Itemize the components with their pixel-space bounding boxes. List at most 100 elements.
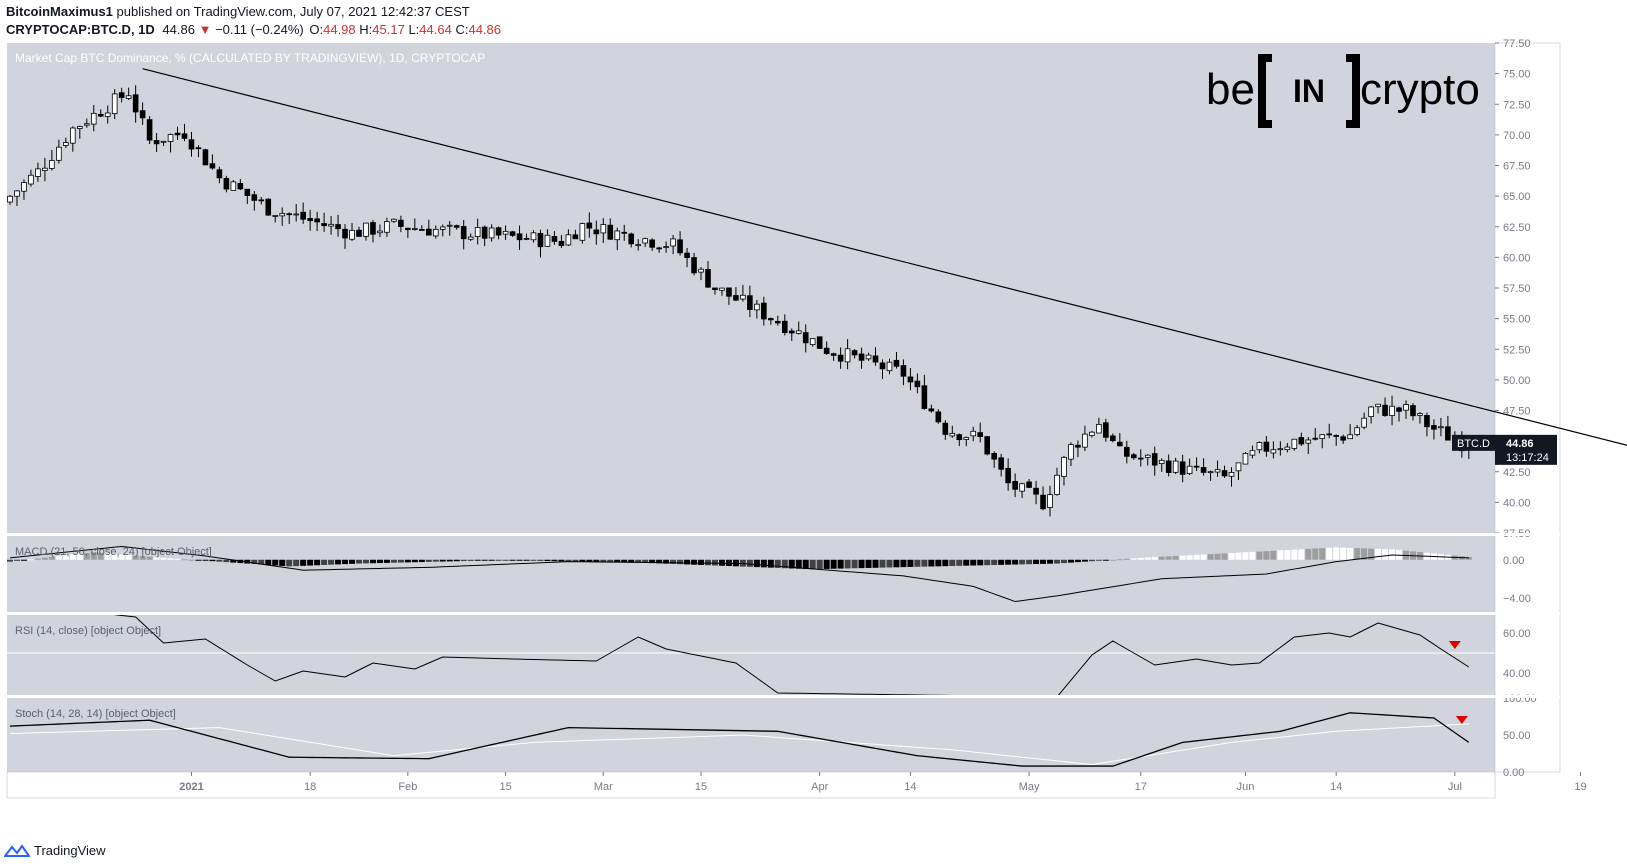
- macd-histogram-bar: [111, 553, 118, 560]
- candle: [1228, 472, 1235, 477]
- y-tick-label: 72.50: [1503, 99, 1531, 111]
- candle: [907, 376, 914, 383]
- macd-histogram-bar: [670, 559, 677, 564]
- candle: [1019, 483, 1025, 492]
- x-tick-label: 14: [1330, 781, 1342, 793]
- candle: [453, 225, 460, 228]
- macd-histogram-bar: [998, 559, 1005, 565]
- macd-histogram-bar: [788, 559, 795, 569]
- price-badge-value: 44.86: [1506, 438, 1534, 450]
- candle: [70, 127, 76, 144]
- candle: [286, 213, 292, 216]
- candle: [1319, 434, 1326, 439]
- footer-brand-text: TradingView: [34, 843, 106, 859]
- candle: [474, 227, 481, 238]
- candle: [188, 139, 195, 150]
- macd-histogram-bar: [209, 559, 216, 562]
- macd-histogram-bar: [404, 559, 411, 563]
- macd-histogram-bar: [691, 559, 698, 565]
- macd-histogram-bar: [160, 557, 167, 560]
- macd-histogram-bar: [774, 559, 781, 568]
- candle: [1445, 426, 1451, 441]
- macd-histogram-bar: [446, 559, 453, 562]
- down-arrow-icon: ▼: [198, 22, 212, 37]
- macd-histogram-bar: [558, 559, 565, 562]
- candle: [328, 223, 334, 227]
- candle: [1417, 413, 1423, 416]
- macd-histogram-bar: [153, 557, 160, 560]
- macd-histogram-bar: [125, 555, 132, 560]
- candle: [1438, 426, 1444, 429]
- candle: [719, 287, 725, 291]
- x-tick-label: Feb: [398, 781, 417, 793]
- macd-histogram-bar: [467, 559, 474, 561]
- candle: [1075, 444, 1081, 448]
- symbol-badge: [1452, 434, 1495, 451]
- candle: [398, 219, 404, 227]
- candle: [349, 229, 355, 240]
- x-tick-label: 18: [304, 781, 316, 793]
- candle: [321, 223, 327, 227]
- macd-histogram-bar: [167, 558, 174, 560]
- footer-brand[interactable]: TradingView: [2, 842, 106, 859]
- rsi-label: RSI (14, close) [object Object]: [15, 625, 161, 637]
- macd-histogram-bar: [418, 559, 425, 563]
- logo-text-in: IN: [1293, 73, 1325, 109]
- macd-histogram-bar: [942, 559, 949, 567]
- candle: [502, 230, 509, 235]
- macd-histogram-bar: [1026, 559, 1033, 565]
- macd-histogram-bar: [879, 559, 886, 568]
- macd-histogram-bar: [760, 559, 767, 568]
- stoch-d-line: [9, 723, 1469, 766]
- macd-histogram-bar: [1298, 549, 1305, 560]
- candle: [460, 226, 467, 240]
- macd-histogram-bar: [1256, 551, 1263, 560]
- macd-histogram-bar: [474, 559, 481, 561]
- macd-histogram-bar: [1005, 559, 1012, 565]
- candle: [949, 432, 956, 437]
- macd-histogram-bar: [1123, 558, 1130, 560]
- macd-histogram-bar: [949, 559, 956, 566]
- macd-histogram-bar: [1060, 559, 1067, 564]
- macd-histogram-bar: [928, 559, 935, 567]
- macd-histogram-bar: [1382, 549, 1389, 560]
- candle: [677, 239, 683, 254]
- symbol-badge-label: BTC.D: [1457, 438, 1490, 450]
- candle: [893, 359, 900, 367]
- price-axis[interactable]: [1494, 42, 1561, 773]
- candle: [132, 94, 139, 113]
- author-name[interactable]: BitcoinMaximus1: [6, 4, 113, 19]
- macd-histogram-bar: [705, 559, 711, 566]
- time-axis[interactable]: [6, 771, 1496, 799]
- candle: [181, 133, 188, 139]
- candle: [377, 230, 383, 234]
- candle: [363, 222, 369, 237]
- candle: [167, 134, 174, 142]
- macd-histogram-bar: [1067, 559, 1074, 563]
- candle: [370, 222, 376, 235]
- candle: [1396, 407, 1402, 412]
- macd-histogram-bar: [1186, 555, 1193, 560]
- candle: [726, 287, 732, 297]
- stoch-pane: [7, 698, 1495, 772]
- macd-histogram-bar: [781, 559, 788, 569]
- candle: [202, 149, 209, 166]
- candle: [1151, 453, 1158, 466]
- candle: [956, 434, 963, 441]
- candle: [921, 385, 928, 409]
- macd-histogram-bar: [900, 559, 907, 568]
- macd-histogram-bar: [537, 559, 544, 561]
- macd-histogram-bar: [1340, 547, 1347, 560]
- candle: [439, 226, 446, 230]
- macd-histogram-bar: [1375, 548, 1382, 560]
- macd-histogram-bar: [586, 559, 593, 562]
- rsi-pane: [7, 615, 1495, 695]
- candle: [565, 234, 572, 246]
- macd-histogram-bar: [523, 559, 530, 561]
- macd-histogram-bar: [1012, 559, 1019, 565]
- trendline[interactable]: [142, 68, 1627, 474]
- candle: [174, 132, 181, 136]
- macd-histogram-bar: [488, 559, 495, 561]
- tradingview-logo-icon: [2, 843, 31, 857]
